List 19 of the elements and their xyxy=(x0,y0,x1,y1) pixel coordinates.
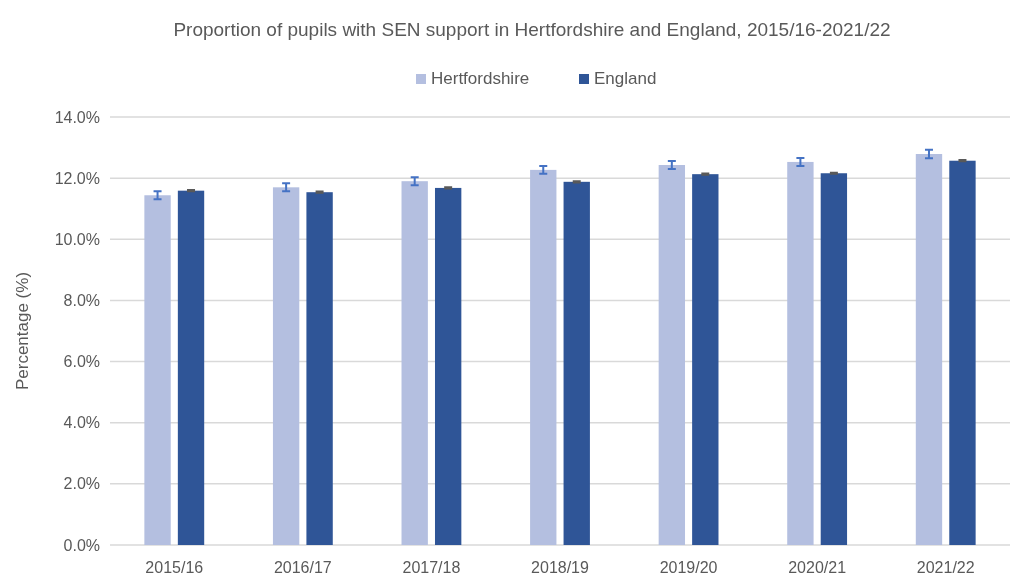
y-tick-label: 8.0% xyxy=(63,292,100,310)
x-tick-label: 2015/16 xyxy=(145,559,204,576)
x-tick-label: 2017/18 xyxy=(402,559,461,576)
x-tick-label: 2018/19 xyxy=(531,559,590,576)
chart-title: Proportion of pupils with SEN support in Hertfordshire and England, 2015/16-2021/22 xyxy=(173,19,891,40)
x-tick-label: 2020/21 xyxy=(788,559,847,576)
x-tick-label: 2019/20 xyxy=(659,559,718,576)
y-tick-label: 14.0% xyxy=(54,108,100,126)
legend-label: England xyxy=(594,69,657,88)
y-tick-label: 10.0% xyxy=(54,230,100,248)
y-tick-label: 2.0% xyxy=(63,475,100,493)
y-axis-title: Percentage (%) xyxy=(13,271,32,391)
y-tick-label: 6.0% xyxy=(63,353,100,371)
x-tick-label: 2016/17 xyxy=(273,559,332,576)
y-tick-label: 4.0% xyxy=(63,414,100,432)
legend-label: Hertfordshire xyxy=(431,69,530,88)
y-tick-label: 0.0% xyxy=(63,536,100,554)
y-tick-label: 12.0% xyxy=(54,169,100,187)
x-tick-label: 2021/22 xyxy=(916,559,975,576)
